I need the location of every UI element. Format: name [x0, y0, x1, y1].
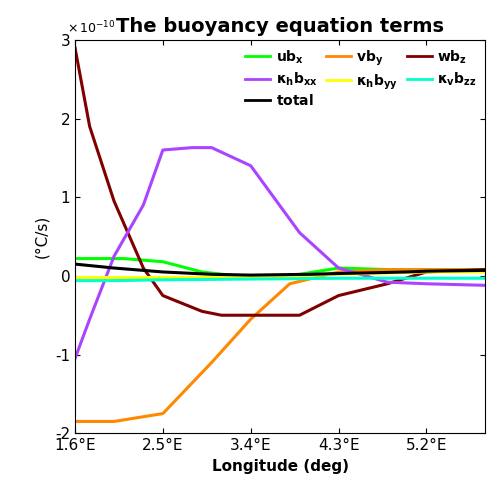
Title: The buoyancy equation terms: The buoyancy equation terms: [116, 16, 444, 35]
Text: $\times\,10^{-10}$: $\times\,10^{-10}$: [67, 19, 115, 36]
Y-axis label: (°C/s): (°C/s): [34, 215, 50, 258]
Legend: $\mathbf{ub_x}$, $\mathbf{\kappa_h b_{xx}}$, $\mathbf{total}$, $\mathbf{vb_y}$, : $\mathbf{ub_x}$, $\mathbf{\kappa_h b_{xx…: [240, 43, 482, 116]
X-axis label: Longitude (deg): Longitude (deg): [212, 459, 348, 474]
